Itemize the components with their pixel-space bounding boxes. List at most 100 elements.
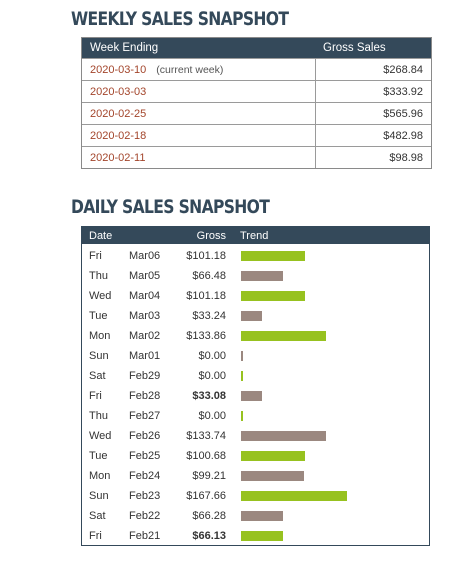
date-cell: Feb28 [129, 390, 161, 402]
day-cell: Thu [89, 410, 108, 422]
gross-cell: $133.74 [186, 430, 226, 442]
trend-bar [241, 451, 305, 461]
gross-sales-cell: $565.96 [383, 107, 423, 120]
table-row: Tue Feb25 $100.68 [82, 446, 429, 466]
trend-bar [241, 351, 243, 361]
gross-cell: $167.66 [186, 490, 226, 502]
table-row: Sat Feb22 $66.28 [82, 506, 429, 526]
trend-cell [226, 291, 429, 301]
gross-cell: $0.00 [198, 370, 226, 382]
gross-cell: $101.18 [186, 250, 226, 262]
weekly-table-header: Week Ending Gross Sales [82, 38, 431, 58]
trend-bar [241, 331, 326, 341]
week-ending-header: Week Ending [90, 42, 159, 54]
table-row: 2020-02-25 $565.96 [82, 102, 431, 124]
trend-cell [226, 431, 429, 441]
trend-cell [226, 531, 429, 541]
week-date-link[interactable]: 2020-03-10 [90, 63, 147, 76]
trend-bar [241, 471, 304, 481]
week-ending-cell: 2020-02-18 [82, 125, 316, 146]
day-cell: Tue [89, 310, 108, 322]
trend-cell [226, 511, 429, 521]
date-cell: Feb27 [129, 410, 161, 422]
trend-cell [226, 311, 429, 321]
trend-bar [241, 371, 243, 381]
trend-cell [226, 391, 429, 401]
table-row: Sun Mar01 $0.00 [82, 346, 429, 366]
daily-table-header: Date Gross Trend [82, 227, 429, 244]
weekly-sales-title: WEEKLY SALES SNAPSHOT [71, 8, 289, 30]
trend-cell [226, 411, 429, 421]
date-cell: Feb24 [129, 470, 161, 482]
gross-sales-cell: $482.98 [383, 129, 423, 142]
date-cell: Feb25 [129, 450, 161, 462]
trend-cell [226, 331, 429, 341]
gross-cell: $0.00 [198, 410, 226, 422]
daily-sales-title: DAILY SALES SNAPSHOT [71, 196, 270, 218]
daily-sales-table: Date Gross Trend Fri Mar06 $101.18 Thu Mar05… [81, 226, 430, 546]
table-row: Fri Feb28 $33.08 [82, 386, 429, 406]
gross-sales-cell: $268.84 [383, 63, 423, 76]
gross-cell: $101.18 [186, 290, 226, 302]
week-ending-cell: 2020-02-11 [82, 147, 316, 168]
date-cell: Feb23 [129, 490, 161, 502]
date-cell: Mar02 [129, 330, 161, 342]
week-date-link[interactable]: 2020-02-18 [90, 129, 147, 142]
day-cell: Tue [89, 450, 108, 462]
trend-cell [226, 451, 429, 461]
date-header: Date [89, 229, 113, 242]
date-cell: Feb21 [129, 530, 161, 542]
gross-sales-header: Gross Sales [323, 42, 386, 54]
trend-cell [226, 371, 429, 381]
table-row: Thu Feb27 $0.00 [82, 406, 429, 426]
date-cell: Mar05 [129, 270, 161, 282]
gross-cell: $133.86 [186, 330, 226, 342]
trend-bar [241, 531, 283, 541]
date-cell: Mar03 [129, 310, 161, 322]
day-cell: Fri [89, 250, 102, 262]
table-row: 2020-02-11 $98.98 [82, 146, 431, 168]
trend-bar [241, 391, 262, 401]
table-row: Wed Mar04 $101.18 [82, 286, 429, 306]
day-cell: Mon [89, 470, 111, 482]
table-row: Sat Feb29 $0.00 [82, 366, 429, 386]
day-cell: Fri [89, 530, 102, 542]
trend-bar [241, 491, 347, 501]
weekly-sales-table: Week Ending Gross Sales 2020-03-10 (curre… [81, 37, 432, 169]
trend-bar [241, 311, 262, 321]
trend-cell [226, 471, 429, 481]
gross-cell: $66.28 [192, 510, 226, 522]
day-cell: Fri [89, 390, 102, 402]
table-row: Wed Feb26 $133.74 [82, 426, 429, 446]
gross-cell: $99.21 [192, 470, 226, 482]
day-cell: Wed [89, 290, 112, 302]
week-date-link[interactable]: 2020-03-03 [90, 85, 147, 98]
gross-cell: $66.13 [192, 530, 226, 542]
gross-sales-cell: $333.92 [383, 85, 423, 98]
table-row: Fri Mar06 $101.18 [82, 246, 429, 266]
table-row: Mon Feb24 $99.21 [82, 466, 429, 486]
table-row: Sun Feb23 $167.66 [82, 486, 429, 506]
gross-cell: $100.68 [186, 450, 226, 462]
date-cell: Mar01 [129, 350, 161, 362]
week-ending-cell: 2020-03-03 [82, 81, 316, 102]
trend-cell [226, 271, 429, 281]
date-cell: Feb22 [129, 510, 161, 522]
week-date-link[interactable]: 2020-02-25 [90, 107, 147, 120]
trend-cell [226, 491, 429, 501]
week-ending-cell: 2020-03-10 (current week) [82, 59, 316, 80]
date-cell: Feb26 [129, 430, 161, 442]
table-row: Mon Mar02 $133.86 [82, 326, 429, 346]
day-cell: Sun [89, 490, 109, 502]
trend-cell [226, 251, 429, 261]
gross-cell: $0.00 [198, 350, 226, 362]
week-date-link[interactable]: 2020-02-11 [90, 151, 146, 164]
date-cell: Mar06 [129, 250, 161, 262]
trend-bar [241, 431, 326, 441]
week-ending-cell: 2020-02-25 [82, 103, 316, 124]
gross-cell: $33.24 [192, 310, 226, 322]
day-cell: Sat [89, 370, 106, 382]
day-cell: Mon [89, 330, 111, 342]
trend-cell [226, 351, 429, 361]
gross-cell: $66.48 [192, 270, 226, 282]
